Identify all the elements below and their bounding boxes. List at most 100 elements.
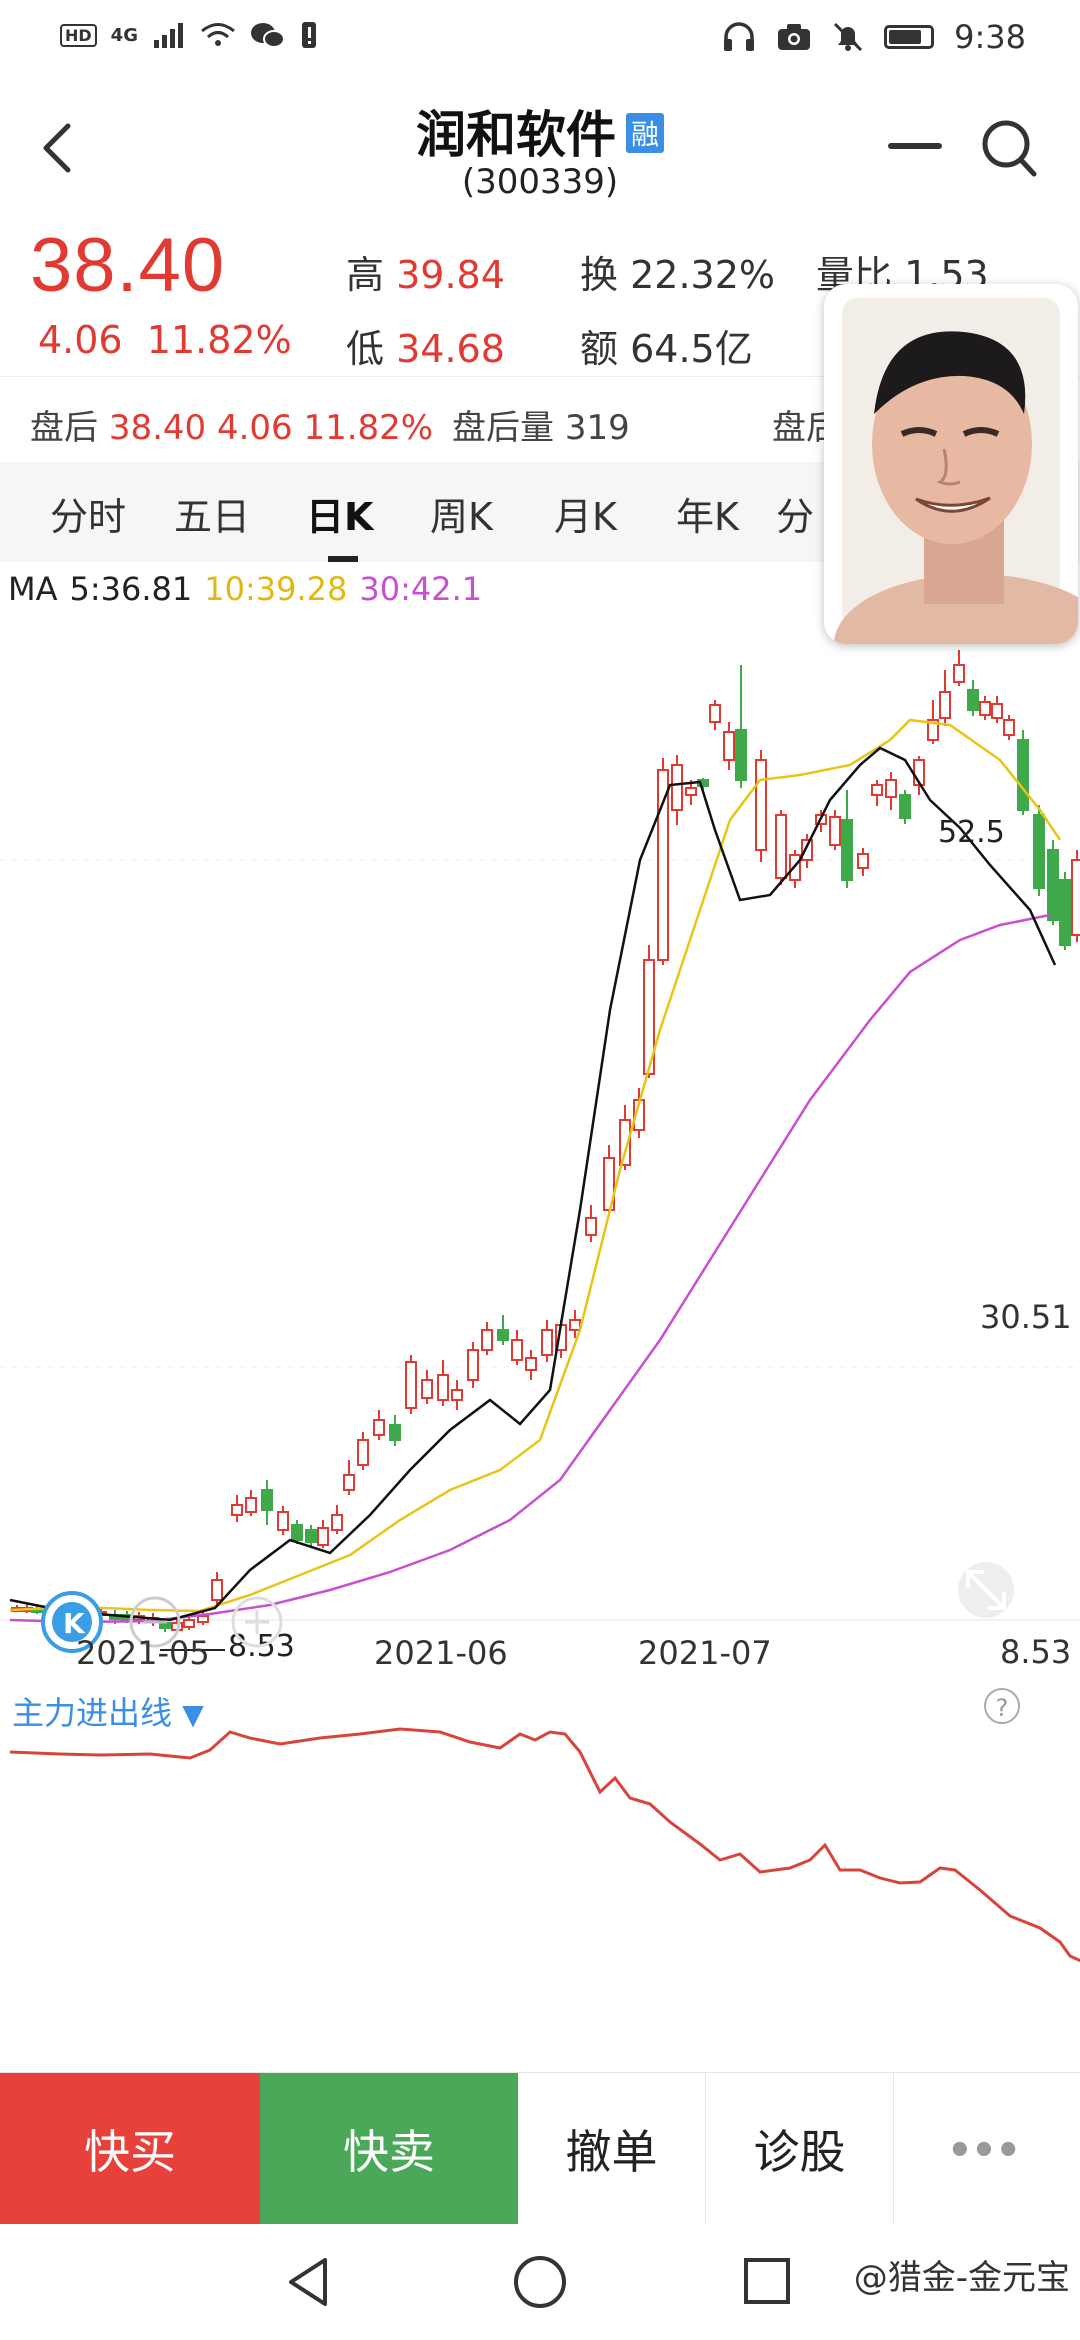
ma10-value: 10:39.28: [204, 570, 348, 608]
candle-body: [953, 664, 965, 683]
candle-body: [357, 1439, 369, 1466]
tab-monthly-k[interactable]: 月K: [554, 495, 617, 539]
tab-yearly-k[interactable]: 年K: [676, 495, 739, 539]
tab-five-day[interactable]: 五日: [174, 495, 251, 539]
tab-weekly-k[interactable]: 周K: [430, 495, 493, 539]
label-bottom-price: 8.53: [1000, 1633, 1071, 1671]
expand-icon[interactable]: [958, 1562, 1014, 1618]
search-icon[interactable]: [980, 118, 1038, 180]
minimize-icon[interactable]: [888, 143, 942, 149]
label-mid-price: 30.51: [980, 1298, 1072, 1336]
candle-body: [585, 1217, 597, 1236]
after-hours-quote: 盘后 38.40 4.06 11.82%: [30, 408, 434, 448]
candle-body: [1017, 739, 1029, 811]
tab-daily-k[interactable]: 日K: [306, 495, 374, 539]
candle-body: [619, 1119, 631, 1166]
candle-body: [389, 1424, 401, 1441]
candle-body: [277, 1511, 289, 1531]
candle-body: [685, 787, 697, 796]
indicator-chart: [9, 1727, 1080, 1963]
candle-body: [231, 1504, 243, 1516]
network-badge: 4G: [110, 24, 138, 46]
wifi-icon: [201, 23, 235, 46]
quote-low: 低 34.68: [346, 327, 505, 371]
candle-body: [497, 1329, 509, 1341]
minus-zoom-icon[interactable]: [129, 1596, 181, 1648]
quick-buy-button[interactable]: 快买: [0, 2073, 260, 2225]
candle-body: [541, 1329, 553, 1356]
candles: [11, 650, 1080, 1632]
x-tick-may: 2021-05: [76, 1634, 210, 1672]
candle-body: [305, 1529, 317, 1543]
candle-body: [829, 816, 841, 846]
quick-sell-button[interactable]: 快卖: [260, 2073, 518, 2225]
plus-zoom-icon[interactable]: [231, 1596, 283, 1648]
after-hours-volume: 盘后量 319: [452, 408, 630, 448]
candle-body: [405, 1361, 417, 1409]
candle-body: [343, 1474, 355, 1491]
more-button[interactable]: •••: [894, 2073, 1080, 2225]
candle-body: [451, 1389, 463, 1401]
candle-body: [671, 764, 683, 811]
change-value: 4.06: [38, 318, 123, 362]
dropdown-triangle-icon: ▼: [182, 1698, 204, 1731]
candle-body: [291, 1524, 303, 1541]
candle-body: [331, 1514, 343, 1531]
candle-body: [991, 703, 1003, 719]
candle-body: [657, 769, 669, 961]
help-icon[interactable]: ?: [984, 1688, 1020, 1724]
diagnose-stock-button[interactable]: 诊股: [706, 2073, 894, 2225]
watermark: @猎金-金元宝: [853, 2258, 1070, 2298]
floating-video-window[interactable]: [824, 284, 1078, 644]
ma30-line: [9, 913, 1051, 1624]
svg-text:K: K: [63, 1607, 86, 1640]
nav-home-icon[interactable]: [512, 2254, 568, 2310]
ma-label: MA: [8, 570, 58, 608]
nav-back-icon[interactable]: [283, 2254, 333, 2310]
ma10-line: [9, 718, 1062, 1613]
candle-body: [317, 1527, 329, 1546]
candle-body: [1033, 814, 1045, 889]
candle-body: [159, 1622, 171, 1629]
indicator-title[interactable]: 主力进出线 ▼: [12, 1694, 204, 1732]
nav-recents-icon[interactable]: [742, 2256, 792, 2306]
candle-body: [1047, 849, 1059, 921]
main-force-line: [9, 1727, 1080, 1963]
back-icon[interactable]: [36, 118, 76, 178]
candle-body: [1071, 859, 1080, 936]
wechat-icon: [250, 23, 285, 48]
status-right: 9:38: [722, 18, 1026, 56]
tab-intraday[interactable]: 分时: [50, 495, 127, 539]
battery-icon: [884, 25, 935, 49]
alert-icon: [301, 22, 316, 48]
stock-title: 润和软件融: [0, 95, 1080, 167]
kline-chart[interactable]: 52.5 30.51 8.53 8.53 K 2021-05 2021-06 2…: [0, 610, 1080, 1680]
tab-minute[interactable]: 分: [776, 495, 815, 539]
quote-high: 高 39.84: [346, 253, 505, 297]
margin-badge: 融: [625, 113, 664, 153]
candle-body: [525, 1357, 537, 1371]
candle-body: [979, 701, 991, 716]
quote-amount: 额 64.5亿: [580, 327, 753, 371]
hd-badge: HD: [60, 23, 97, 47]
cancel-order-button[interactable]: 撤单: [518, 2073, 706, 2225]
candle-body: [183, 1619, 195, 1628]
quote-turnover: 换 22.32%: [580, 253, 776, 297]
clock: 9:38: [954, 18, 1026, 56]
candle-body: [467, 1349, 479, 1381]
ma-legend: MA 5:36.81 10:39.28 30:42.1: [8, 570, 494, 608]
stock-name: 润和软件: [415, 106, 616, 164]
candle-body: [709, 704, 721, 723]
label-high-mark: 52.5: [938, 815, 1005, 850]
candle-body: [481, 1329, 493, 1351]
candle-body: [857, 853, 869, 869]
candle-body: [755, 759, 767, 851]
x-tick-july: 2021-07: [638, 1634, 772, 1672]
candle-body: [643, 959, 655, 1075]
candle-body: [569, 1319, 581, 1331]
k-float-icon[interactable]: K: [41, 1591, 103, 1653]
candle-body: [775, 814, 787, 879]
candle-body: [885, 779, 897, 798]
candle-body: [967, 689, 979, 711]
candle-body: [801, 839, 813, 861]
